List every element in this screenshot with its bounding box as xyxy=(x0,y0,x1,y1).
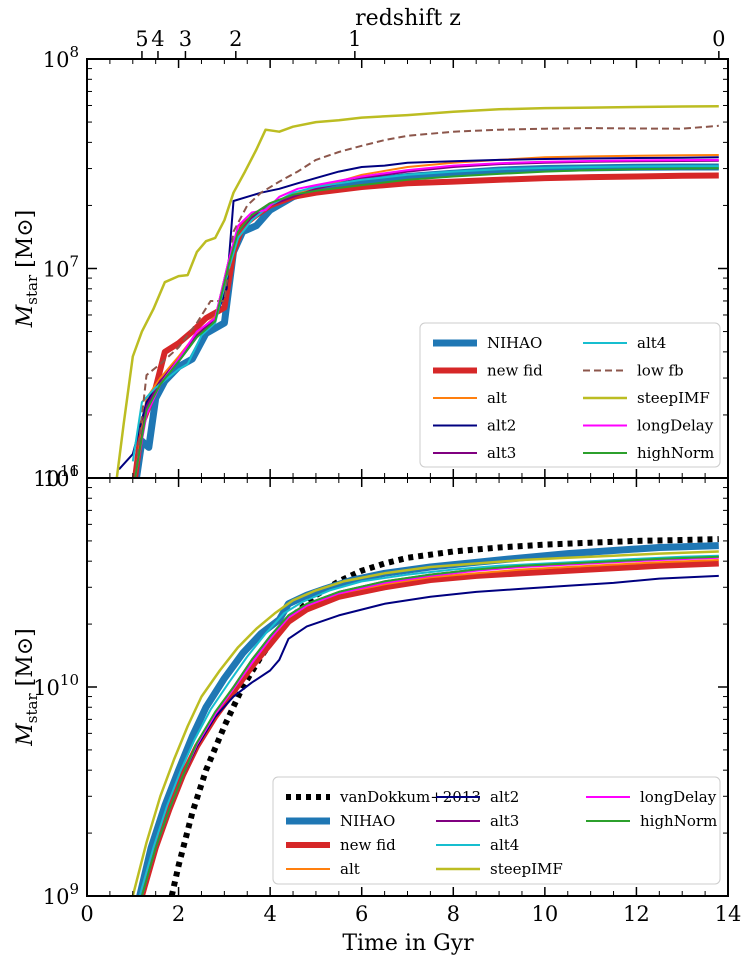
chart1-x-tick-label: 2 xyxy=(172,902,185,926)
chart1-legend-label: NIHAO xyxy=(340,812,395,830)
chart0-redshift-tick-label: 0 xyxy=(712,27,725,51)
chart1-panel: 0 2 4 6 8 10 12 14 109 1010 1011 Mstar [M⊙] vanDokku… xyxy=(13,462,741,926)
chart1-legend-label: steepIMF xyxy=(490,860,563,878)
chart1-legend-label: alt3 xyxy=(490,812,519,830)
chart1-legend-label: vanDokkum+2013 xyxy=(339,788,481,806)
chart0-legend-label: NIHAO xyxy=(487,334,542,352)
chart0-legend-label: steepIMF xyxy=(637,389,710,407)
chart1-series-steepimf xyxy=(131,550,719,896)
chart0-legend: NIHAO new fid alt alt2 alt3 alt4 low fb steepIM… xyxy=(419,322,721,468)
chart0-redshift-tick-label: 2 xyxy=(229,27,242,51)
chart0-legend-label: alt2 xyxy=(487,417,516,435)
chart0-legend-label: highNorm xyxy=(637,444,714,462)
chart1-series-alt4 xyxy=(138,554,719,896)
chart1-x-tick-label: 12 xyxy=(623,902,650,926)
chart1-x-tick-label: 10 xyxy=(531,902,558,926)
chart1-x-tick-label: 6 xyxy=(355,902,368,926)
chart1-legend-box xyxy=(272,776,721,885)
chart1-legend-label: highNorm xyxy=(640,812,717,830)
chart1-y-tick-label: 1011 xyxy=(33,462,79,491)
chart1-y-tick-label: 1010 xyxy=(33,671,79,700)
chart0-legend-label: new fid xyxy=(487,362,543,380)
chart1-x-tick-label: 8 xyxy=(447,902,460,926)
chart0-redshift-tick-label: 3 xyxy=(179,27,192,51)
chart0-redshift-tick-label: 4 xyxy=(151,27,164,51)
chart0-series-steepimf xyxy=(115,104,719,478)
redshift-axis-title: redshift z xyxy=(355,6,461,31)
chart0-redshift-tick-label: 1 xyxy=(348,27,361,51)
chart0-series-longdelay xyxy=(134,158,719,478)
chart0-legend-label: low fb xyxy=(637,362,684,380)
chart0-series-group xyxy=(115,104,719,478)
chart1-x-tick-label: 4 xyxy=(263,902,276,926)
chart1-x-tick-label: 0 xyxy=(80,902,93,926)
chart0-legend-label: alt xyxy=(487,389,507,407)
chart0-y-tick-label: 108 xyxy=(43,43,79,72)
x-axis-title: Time in Gyr xyxy=(342,931,474,956)
chart1-series-highnorm xyxy=(140,555,719,896)
chart0-y-tick-label: 107 xyxy=(43,253,79,282)
chart0-series-low-fb xyxy=(134,124,719,478)
chart1-legend-label: alt xyxy=(340,860,360,878)
chart1-series-group xyxy=(131,536,719,896)
chart0-panel: 106 107 108 Mstar [M⊙] 5 4 3 2 1 0 NIHAO new fid alt… xyxy=(13,27,729,491)
chart1-y-axis-title: Mstar [M⊙] xyxy=(13,628,41,747)
chart0-redshift-tick-label: 5 xyxy=(135,27,148,51)
chart1-legend-label: longDelay xyxy=(640,788,717,806)
chart1-x-tick-label: 14 xyxy=(715,902,742,926)
chart1-legend-label: alt4 xyxy=(490,836,519,854)
chart1-legend: vanDokkum+2013 NIHAO new fid alt alt2 alt3 alt… xyxy=(272,776,721,885)
chart0-legend-label: alt3 xyxy=(487,444,516,462)
chart1-y-tick-label: 109 xyxy=(43,880,79,909)
chart0-legend-label: longDelay xyxy=(637,417,714,435)
chart0-y-tick-label: 106 xyxy=(43,462,79,491)
chart0-series-highnorm xyxy=(134,167,719,478)
chart0-legend-label: alt4 xyxy=(637,334,666,352)
chart1-legend-label: new fid xyxy=(340,836,396,854)
chart0-legend-box xyxy=(419,322,721,468)
chart1-legend-label: alt2 xyxy=(490,788,519,806)
chart0-y-axis-title: Mstar [M⊙] xyxy=(13,210,41,329)
